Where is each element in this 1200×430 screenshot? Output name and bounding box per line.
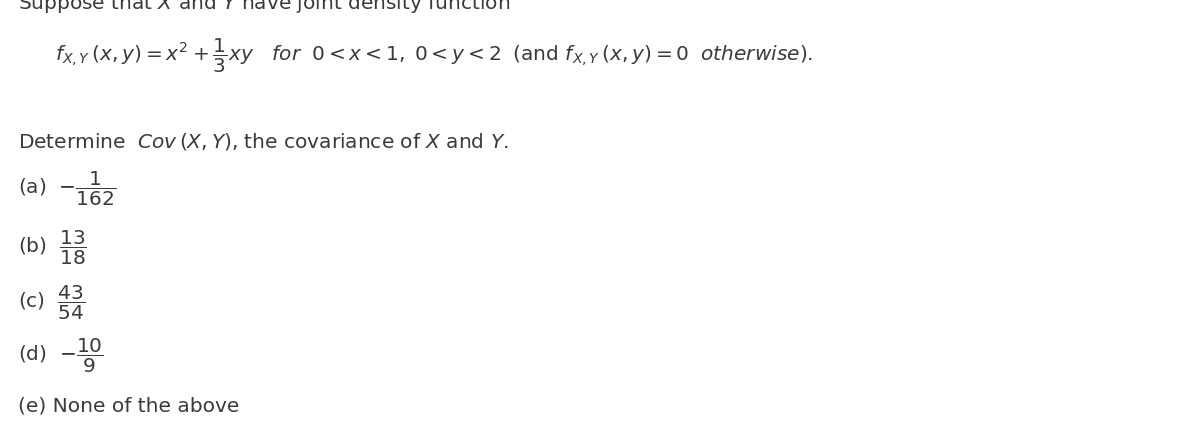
- Text: Determine  $\mathit{Cov}\,(X, Y)$, the covariance of $X$ and $Y$.: Determine $\mathit{Cov}\,(X, Y)$, the co…: [18, 131, 509, 152]
- Text: (e) None of the above: (e) None of the above: [18, 397, 239, 416]
- Text: (c)  $\dfrac{43}{54}$: (c) $\dfrac{43}{54}$: [18, 284, 85, 322]
- Text: Suppose that $X$ and $Y$ have joint density function: Suppose that $X$ and $Y$ have joint dens…: [18, 0, 510, 15]
- Text: $f_{X,Y}\,(x, y) = x^2 + \dfrac{1}{3}xy\quad \mathit{for}\;\ 0 < x < 1,\; 0 < y : $f_{X,Y}\,(x, y) = x^2 + \dfrac{1}{3}xy\…: [55, 37, 814, 75]
- Text: (b)  $\dfrac{13}{18}$: (b) $\dfrac{13}{18}$: [18, 229, 86, 267]
- Text: (a)  $-\dfrac{1}{162}$: (a) $-\dfrac{1}{162}$: [18, 170, 116, 208]
- Text: (d)  $-\dfrac{10}{9}$: (d) $-\dfrac{10}{9}$: [18, 337, 103, 375]
